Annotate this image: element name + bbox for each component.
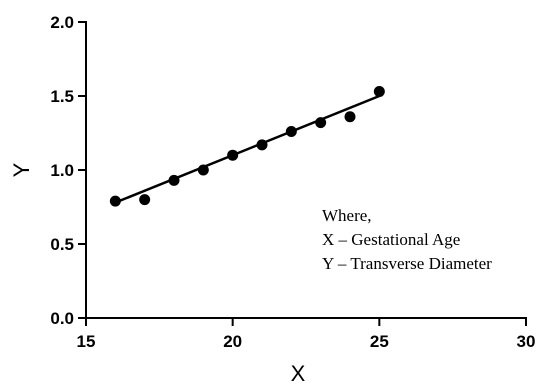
- data-point: [197, 164, 209, 176]
- data-point: [109, 195, 121, 207]
- data-point: [373, 86, 385, 98]
- data-point: [256, 139, 268, 151]
- x-tick-label: 25: [370, 332, 389, 351]
- annotation-line-3: Y – Transverse Diameter: [322, 254, 492, 273]
- data-points: [109, 86, 385, 207]
- x-tick-label: 15: [77, 332, 96, 351]
- y-tick-label: 1.5: [50, 87, 74, 106]
- data-point: [315, 117, 327, 129]
- data-point: [227, 149, 239, 161]
- y-tick-label: 1.0: [50, 161, 74, 180]
- x-axis: 15 20 25 30: [77, 317, 536, 351]
- annotation-line-1: Where,: [322, 206, 372, 225]
- y-tick-label: 0.0: [50, 309, 74, 328]
- y-ticks: 0.0 0.5 1.0 1.5 2.0: [50, 13, 86, 328]
- data-point: [168, 174, 180, 186]
- x-tick-label: 20: [223, 332, 242, 351]
- x-axis-title: X: [291, 361, 306, 385]
- regression-line: [114, 94, 380, 204]
- y-axis-title: Y: [9, 162, 34, 177]
- x-ticks: 15 20 25 30: [77, 318, 536, 351]
- data-point: [344, 111, 356, 123]
- y-tick-label: 2.0: [50, 13, 74, 32]
- y-tick-label: 0.5: [50, 235, 74, 254]
- y-axis: 0.0 0.5 1.0 1.5 2.0: [50, 13, 87, 328]
- annotation-line-2: X – Gestational Age: [322, 230, 460, 249]
- data-point: [285, 126, 297, 138]
- annotation-block: Where, X – Gestational Age Y – Transvers…: [322, 206, 492, 273]
- data-point: [139, 194, 151, 206]
- x-tick-label: 30: [517, 332, 536, 351]
